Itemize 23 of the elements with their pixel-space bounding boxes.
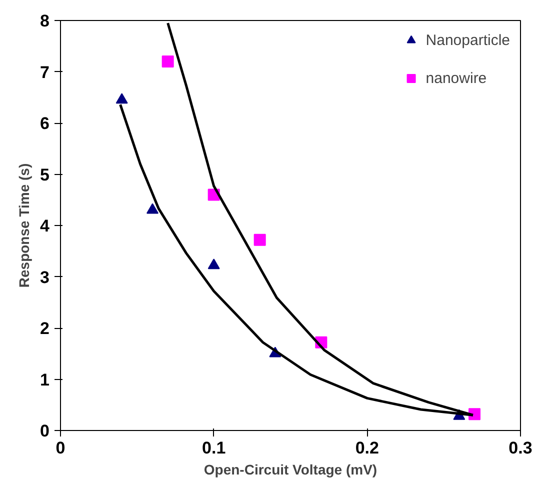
y-axis-title: Response Time (s) bbox=[16, 163, 32, 288]
x-tick-label: 0 bbox=[56, 438, 66, 458]
x-tick-label: 0.2 bbox=[355, 438, 379, 458]
x-tick-label: 0.1 bbox=[202, 438, 226, 458]
legend-label: nanowire bbox=[426, 70, 487, 86]
y-tick-label: 6 bbox=[40, 114, 50, 133]
point bbox=[146, 203, 158, 214]
y-tick-label: 5 bbox=[40, 165, 50, 184]
point bbox=[116, 93, 128, 104]
y-tick-label: 1 bbox=[40, 370, 50, 390]
y-tick-label: 4 bbox=[40, 216, 50, 236]
point bbox=[162, 56, 174, 68]
point bbox=[468, 408, 480, 420]
y-tick-label: 0 bbox=[40, 422, 50, 440]
y-tick-label: 3 bbox=[40, 268, 50, 287]
legend-label: Nanoparticle bbox=[426, 32, 510, 48]
y-tick-label: 8 bbox=[40, 12, 50, 30]
x-tick-label: 0.3 bbox=[508, 438, 532, 458]
x-axis-title: Open-Circuit Voltage (mV) bbox=[204, 462, 378, 478]
point bbox=[254, 234, 266, 246]
y-tick-label: 7 bbox=[40, 62, 50, 82]
y-tick-label: 2 bbox=[40, 319, 50, 338]
point bbox=[208, 258, 220, 270]
